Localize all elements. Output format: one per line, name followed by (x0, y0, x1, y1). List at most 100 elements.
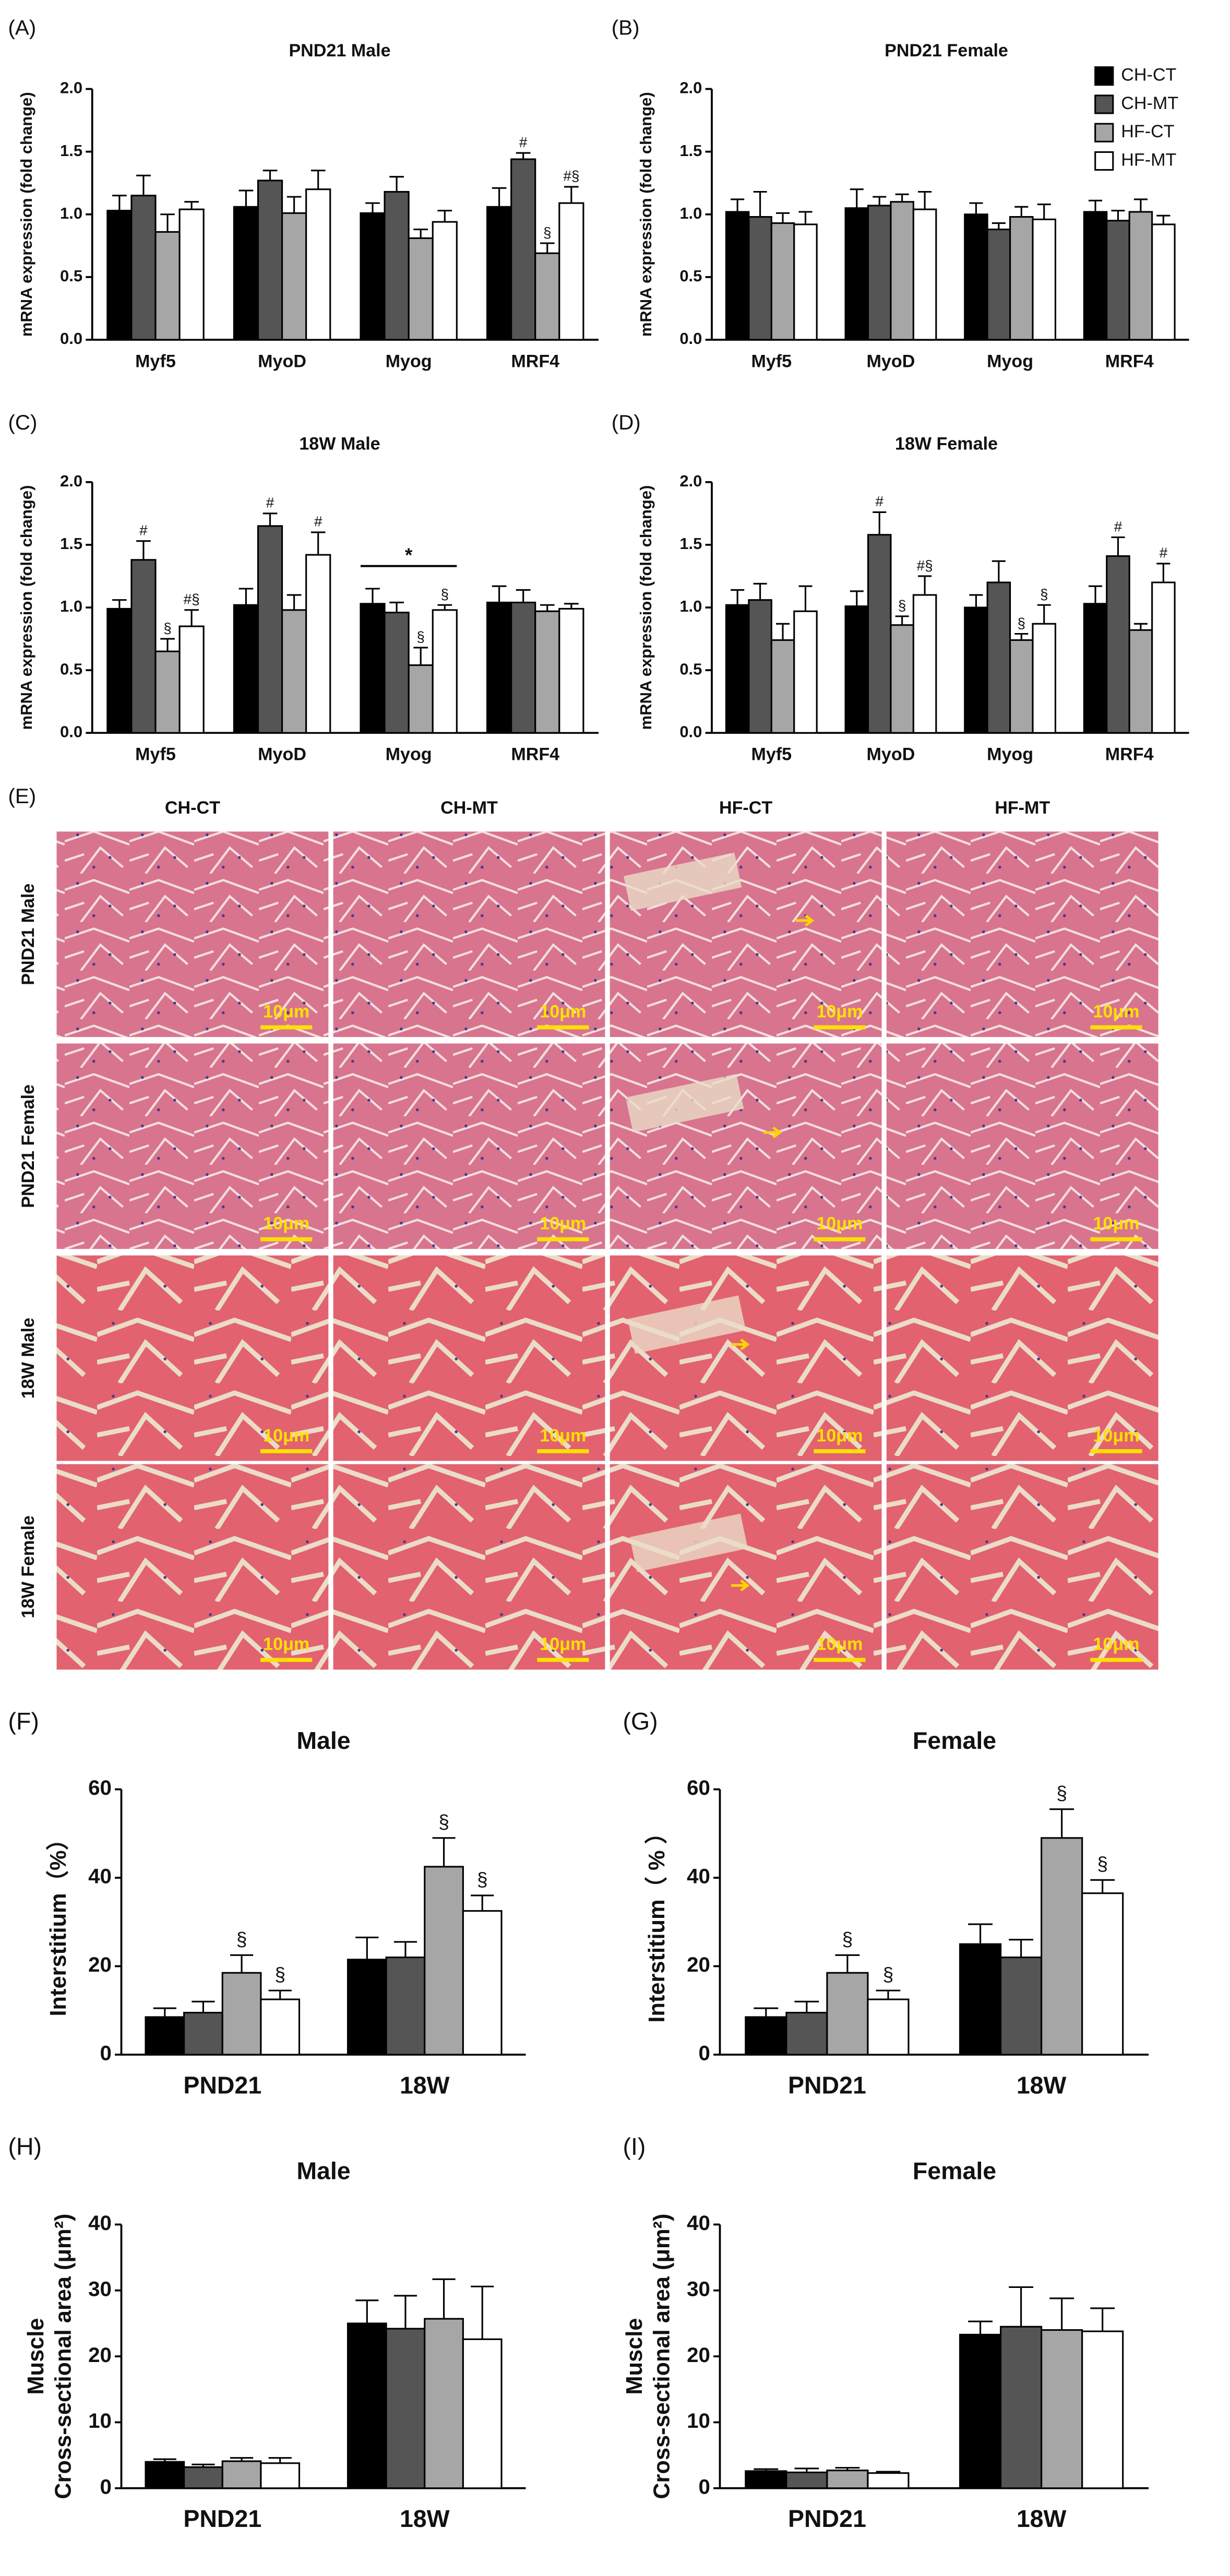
bar (221, 1972, 262, 2056)
error-bar (1111, 209, 1125, 221)
error-bar (992, 222, 1006, 230)
y-tick-label: 0.5 (60, 267, 82, 285)
panel-label: (G) (623, 1708, 658, 1735)
error-bar (365, 202, 380, 213)
bar (432, 221, 458, 341)
error-bar (918, 575, 932, 595)
error-bar (160, 638, 175, 652)
significance-mark: § (274, 1963, 285, 1985)
panel-label: (F) (8, 1708, 39, 1735)
legend-swatch (1094, 151, 1114, 171)
interstitial-space (625, 1074, 744, 1132)
y-tick-label: 0.0 (60, 329, 82, 348)
error-bar (968, 1923, 993, 1945)
error-bar (112, 599, 127, 609)
y-tick-label: 40 (687, 1865, 710, 1888)
x-tick-label: PND21 (183, 2505, 261, 2532)
y-tick-label: 0 (100, 2475, 111, 2498)
y-tick-label: 30 (88, 2277, 112, 2300)
error-bar (389, 176, 404, 192)
error-bar (776, 212, 790, 223)
bar (305, 188, 331, 341)
bar (183, 2011, 223, 2056)
bar (408, 664, 434, 734)
error-bar (731, 198, 745, 212)
panel-label: (H) (8, 2133, 42, 2160)
bar (1128, 211, 1153, 341)
error-bar (753, 582, 767, 600)
interstitial-space (627, 1295, 746, 1354)
bar (1151, 581, 1176, 734)
error-bar (413, 229, 428, 238)
error-bar (731, 589, 745, 605)
y-axis-label: Cross-sectional area (μm²) (51, 2214, 76, 2499)
significance-mark: § (1018, 615, 1026, 631)
bar (260, 2462, 301, 2489)
error-bar (969, 202, 983, 214)
error-bar (1037, 203, 1051, 220)
panel-label: (I) (623, 2133, 646, 2160)
interstitial-space (623, 852, 742, 911)
error-bar (262, 512, 278, 526)
error-bar (876, 2471, 901, 2473)
y-tick-label: 0.0 (60, 722, 82, 741)
bar (959, 2333, 1002, 2489)
y-tick-label: 2.0 (60, 472, 82, 490)
scale-bar-label: 10μm (1093, 1635, 1139, 1654)
chart-title: Female (913, 1727, 996, 1754)
y-tick-label: 0 (100, 2042, 111, 2065)
y-tick-label: 60 (88, 1776, 112, 1799)
bar (867, 2472, 910, 2489)
bar (1000, 2325, 1043, 2489)
bar (748, 216, 772, 341)
error-bar (153, 2458, 176, 2462)
error-bar (1090, 2307, 1115, 2332)
bar (221, 2460, 262, 2489)
bar (183, 2466, 223, 2489)
x-tick-label: MRF4 (1105, 745, 1154, 765)
x-tick-label: 18W (1017, 2071, 1067, 2098)
bar (257, 525, 283, 734)
bar (408, 237, 434, 341)
y-tick-label: 0.0 (679, 722, 702, 741)
bar (1041, 2329, 1083, 2489)
error-bar (268, 1989, 292, 2000)
y-tick-label: 60 (687, 1776, 710, 1799)
bar (1128, 629, 1153, 734)
histology-image (333, 1043, 605, 1249)
error-bar (355, 1936, 379, 1960)
bar (912, 208, 937, 341)
error-bar (153, 2007, 176, 2017)
bar (178, 208, 205, 341)
y-tick-label: 1.0 (679, 204, 702, 222)
bar (986, 229, 1011, 341)
row-label: 18W Male (18, 1318, 38, 1399)
column-label: CH-CT (165, 798, 220, 818)
bar (1000, 1957, 1043, 2056)
scale-bar-label: 10μm (263, 1635, 309, 1654)
bar (510, 158, 536, 341)
error-bar (516, 152, 531, 160)
bar (1106, 555, 1130, 734)
y-axis-label: Interstitium（ % ） (644, 1821, 670, 2023)
bar (424, 2318, 464, 2489)
y-tick-label: 2.0 (60, 79, 82, 97)
error-bar (1014, 633, 1029, 640)
bar (130, 195, 157, 341)
significance-mark: § (1040, 586, 1048, 602)
y-tick-label: 40 (687, 2211, 710, 2235)
legend-swatch (1094, 123, 1114, 142)
error-bar (365, 588, 380, 604)
error-bar (876, 1989, 901, 2000)
scale-bar-label: 10μm (1093, 1426, 1139, 1446)
significance-mark: § (416, 629, 425, 645)
scale-bar-label: 10μm (263, 1426, 309, 1446)
y-tick-label: 1.0 (60, 597, 82, 615)
error-bar (516, 589, 531, 603)
bar (867, 205, 892, 341)
error-bar (230, 2457, 254, 2461)
histology-image (56, 1255, 329, 1461)
significance-mark: § (438, 1811, 449, 1833)
y-tick-label: 2.0 (679, 79, 702, 97)
